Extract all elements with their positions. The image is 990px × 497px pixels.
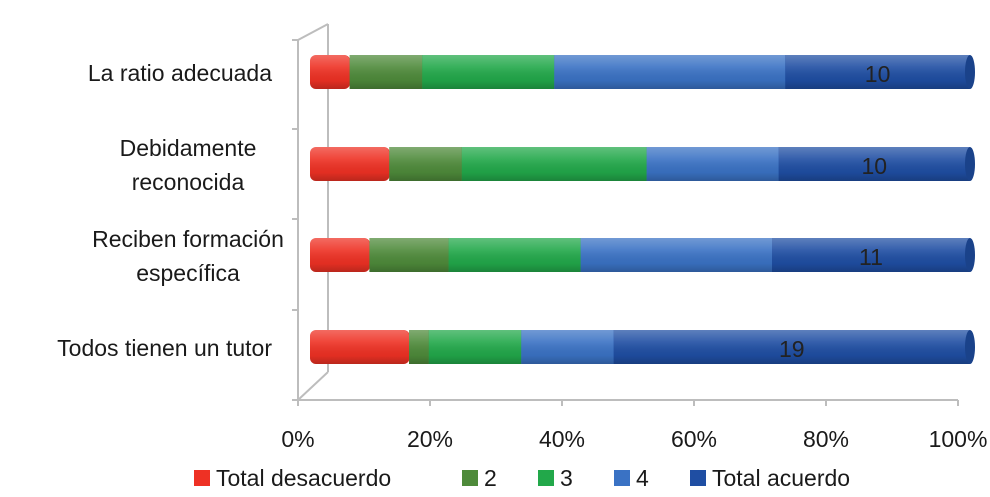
bar-reciben-formacion-especifica-total-desacuerdo — [310, 238, 370, 272]
category-label-reciben-formacion-especifica-line-2: específica — [136, 260, 240, 286]
category-labels: La ratio adecuada Debidamente reconocida Re… — [57, 60, 284, 361]
bar-reciben-formacion-especifica-total-acuerdo — [772, 238, 970, 272]
data-label-reciben-formacion-especifica: 11 — [859, 244, 883, 270]
legend-item-total-acuerdo: Total acuerdo — [690, 465, 850, 491]
x-tick-label-0: 0% — [281, 426, 314, 452]
floor-depth-line — [297, 371, 329, 401]
bar-end-cap-todos-tienen-un-tutor — [965, 330, 975, 364]
bar-segment-shading — [580, 238, 772, 272]
bar-end-cap-la-ratio-adecuada — [965, 55, 975, 89]
x-tick-label-20: 20% — [407, 426, 453, 452]
bar-segment-shading — [461, 147, 647, 181]
legend-label-2: 2 — [484, 465, 497, 491]
bar-debidamente-reconocida-3 — [461, 147, 648, 181]
bar-segment-shading — [310, 238, 370, 272]
bar-la-ratio-adecuada-2 — [349, 55, 423, 89]
bar-todos-tienen-un-tutor-total-acuerdo — [613, 330, 970, 364]
y-axis-top-depth-line — [297, 23, 329, 41]
category-label-la-ratio-adecuada-line-1: La ratio adecuada — [88, 60, 272, 86]
legend: Total desacuerdo 2 3 4 Total acuerdo — [194, 465, 850, 491]
bar-segment-shading — [310, 147, 390, 181]
bar-segment-shading — [349, 55, 423, 89]
bar-todos-tienen-un-tutor-3 — [428, 330, 522, 364]
bar-la-ratio-adecuada-total-acuerdo — [785, 55, 970, 89]
legend-item-total-desacuerdo: Total desacuerdo — [194, 465, 391, 491]
bars: 10 10 11 19 — [310, 55, 975, 364]
bar-segment-shading — [448, 238, 581, 272]
data-label-la-ratio-adecuada: 10 — [865, 61, 891, 87]
data-label-todos-tienen-un-tutor: 19 — [779, 336, 805, 362]
bar-debidamente-reconocida-total-acuerdo — [778, 147, 970, 181]
bar-debidamente-reconocida-2 — [389, 147, 463, 181]
bar-segment-shading — [409, 330, 429, 364]
bar-end-cap-debidamente-reconocida — [965, 147, 975, 181]
bar-reciben-formacion-especifica-4 — [580, 238, 773, 272]
legend-item-3: 3 — [538, 465, 573, 491]
legend-swatch-total-desacuerdo — [194, 470, 210, 486]
bar-todos-tienen-un-tutor-total-desacuerdo — [310, 330, 410, 364]
bar-segment-shading — [521, 330, 614, 364]
bar-segment-shading — [310, 330, 409, 364]
bar-segment-shading — [554, 55, 786, 89]
bar-end-cap-shade-todos-tienen-un-tutor — [965, 330, 975, 364]
bar-reciben-formacion-especifica-2 — [369, 238, 450, 272]
bar-segment-shading — [772, 238, 970, 272]
legend-swatch-total-acuerdo — [690, 470, 706, 486]
x-tick-label-100: 100% — [929, 426, 988, 452]
bar-segment-shading — [422, 55, 555, 89]
bar-debidamente-reconocida-4 — [646, 147, 780, 181]
legend-label-4: 4 — [636, 465, 649, 491]
bar-end-cap-shade-reciben-formacion-especifica — [965, 238, 975, 272]
bar-segment-shading — [389, 147, 462, 181]
bar-segment-shading — [778, 147, 970, 181]
legend-swatch-4 — [614, 470, 630, 486]
x-tick-label-60: 60% — [671, 426, 717, 452]
bar-end-cap-reciben-formacion-especifica — [965, 238, 975, 272]
x-tick-labels: 0% 20% 40% 60% 80% 100% — [281, 426, 987, 452]
x-tick-label-40: 40% — [539, 426, 585, 452]
bar-end-cap-shade-la-ratio-adecuada — [965, 55, 975, 89]
bar-segment-shading — [428, 330, 522, 364]
bar-la-ratio-adecuada-total-desacuerdo — [310, 55, 351, 89]
bar-segment-shading — [369, 238, 449, 272]
bar-todos-tienen-un-tutor-4 — [521, 330, 615, 364]
legend-item-2: 2 — [462, 465, 497, 491]
bar-segment-shading — [310, 55, 350, 89]
bar-todos-tienen-un-tutor-2 — [409, 330, 430, 364]
x-tick-label-80: 80% — [803, 426, 849, 452]
legend-label-total-desacuerdo: Total desacuerdo — [216, 465, 391, 491]
legend-label-total-acuerdo: Total acuerdo — [712, 465, 850, 491]
bar-la-ratio-adecuada-4 — [554, 55, 786, 89]
bar-reciben-formacion-especifica-3 — [448, 238, 582, 272]
bar-segment-shading — [785, 55, 970, 89]
legend-label-3: 3 — [560, 465, 573, 491]
category-label-todos-tienen-un-tutor-line-1: Todos tienen un tutor — [57, 335, 272, 361]
legend-swatch-2 — [462, 470, 478, 486]
bar-end-cap-shade-debidamente-reconocida — [965, 147, 975, 181]
data-label-debidamente-reconocida: 10 — [862, 153, 888, 179]
bar-la-ratio-adecuada-3 — [422, 55, 555, 89]
category-label-reciben-formacion-especifica-line-1: Reciben formación — [92, 226, 284, 252]
legend-item-4: 4 — [614, 465, 649, 491]
legend-swatch-3 — [538, 470, 554, 486]
bar-debidamente-reconocida-total-desacuerdo — [310, 147, 390, 181]
category-label-debidamente-reconocida-line-2: reconocida — [132, 169, 245, 195]
bar-segment-shading — [613, 330, 970, 364]
category-label-debidamente-reconocida-line-1: Debidamente — [120, 135, 257, 161]
bar-segment-shading — [646, 147, 779, 181]
